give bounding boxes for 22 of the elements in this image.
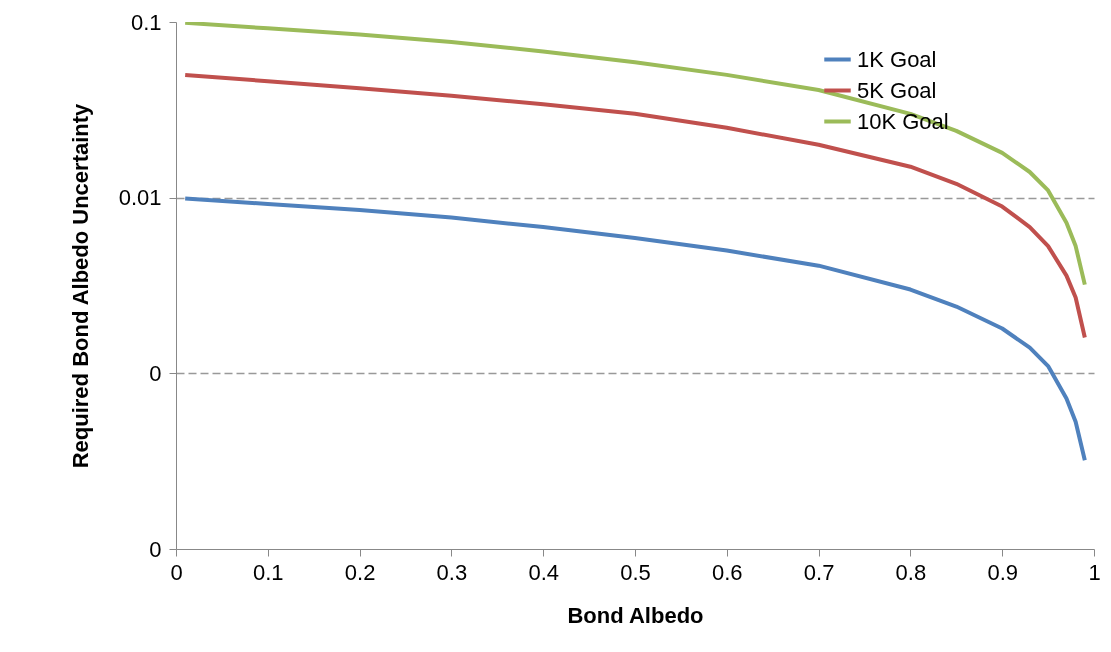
x-tick-label: 0.6 bbox=[712, 559, 743, 585]
line-series bbox=[183, 72, 1087, 340]
x-tick-label: 0.7 bbox=[803, 559, 835, 585]
legend-label: 5K Goal bbox=[857, 77, 937, 103]
line-series bbox=[183, 22, 1087, 287]
x-tick-label: 0.9 bbox=[987, 559, 1018, 585]
legend-label: 1K Goal bbox=[857, 46, 937, 72]
y-tick-label: 0 bbox=[149, 536, 162, 562]
y-axis-title: Required Bond Albedo Uncertainty bbox=[67, 102, 93, 469]
y-tick-label: 0.1 bbox=[130, 9, 162, 35]
y-tick-label: 0.01 bbox=[118, 185, 162, 211]
x-tick-label: 1 bbox=[1088, 559, 1101, 585]
x-axis-title: Bond Albedo bbox=[567, 602, 704, 628]
x-tick-label: 0.2 bbox=[344, 559, 376, 585]
x-tick-label: 0.5 bbox=[620, 559, 651, 585]
y-tick-label: 0 bbox=[149, 360, 162, 386]
x-tick-label: 0.8 bbox=[895, 559, 927, 585]
line-series bbox=[183, 196, 1087, 463]
x-tick-label: 0 bbox=[170, 559, 183, 585]
x-tick-label: 0.1 bbox=[253, 559, 284, 585]
x-tick-label: 0.4 bbox=[528, 559, 559, 585]
x-tick-label: 0.3 bbox=[436, 559, 468, 585]
